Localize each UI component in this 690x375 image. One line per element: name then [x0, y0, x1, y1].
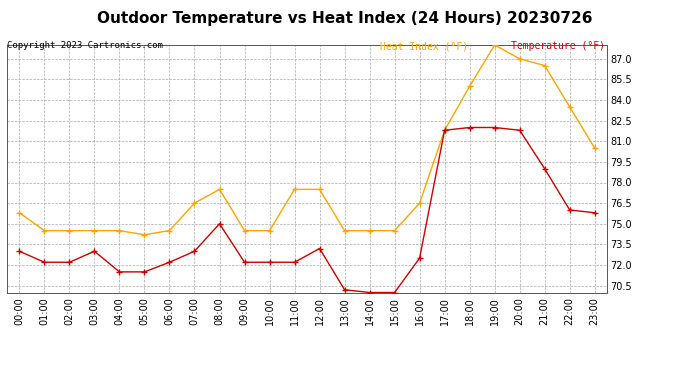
Text: Heat Index (°F): Heat Index (°F)	[380, 41, 468, 51]
Text: Temperature (°F): Temperature (°F)	[511, 41, 604, 51]
Text: Outdoor Temperature vs Heat Index (24 Hours) 20230726: Outdoor Temperature vs Heat Index (24 Ho…	[97, 11, 593, 26]
Text: Copyright 2023 Cartronics.com: Copyright 2023 Cartronics.com	[7, 41, 163, 50]
